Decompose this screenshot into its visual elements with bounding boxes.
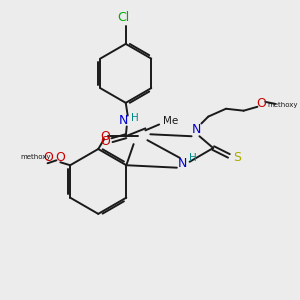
Text: O: O (256, 97, 266, 110)
Text: N: N (178, 157, 188, 170)
Text: H: H (189, 153, 196, 163)
Text: O: O (44, 151, 53, 164)
Text: methoxy: methoxy (20, 154, 51, 160)
Text: O: O (56, 151, 65, 164)
Text: O: O (100, 135, 110, 148)
Text: H: H (131, 112, 139, 123)
Text: Me: Me (163, 116, 178, 125)
Text: N: N (192, 123, 201, 136)
Text: O: O (100, 130, 110, 143)
Text: N: N (119, 114, 128, 127)
Text: methoxy: methoxy (268, 102, 298, 108)
Text: S: S (233, 152, 241, 164)
Text: Cl: Cl (118, 11, 130, 24)
